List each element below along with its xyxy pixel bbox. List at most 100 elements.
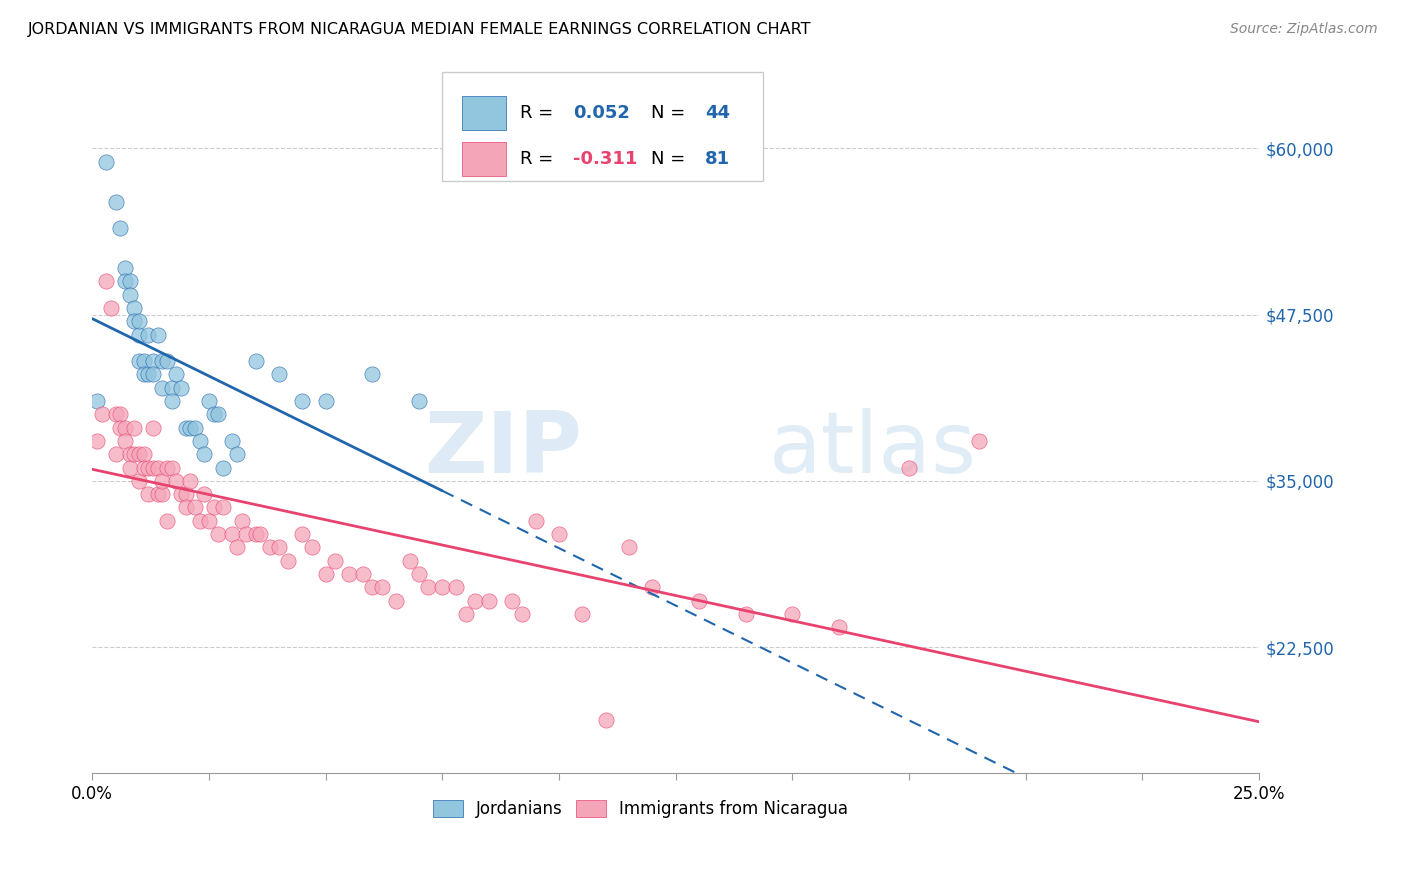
Point <box>315 394 337 409</box>
Point <box>104 407 127 421</box>
Text: Source: ZipAtlas.com: Source: ZipAtlas.com <box>1230 22 1378 37</box>
Point <box>202 407 225 421</box>
Point <box>408 394 430 409</box>
Text: ZIP: ZIP <box>425 408 582 491</box>
Point <box>136 460 159 475</box>
Point <box>315 566 337 581</box>
Point <box>524 514 547 528</box>
Point <box>207 407 229 421</box>
Point <box>128 314 150 328</box>
Point <box>207 527 229 541</box>
Point <box>156 354 179 368</box>
Point <box>259 541 281 555</box>
Point <box>170 487 193 501</box>
Text: R =: R = <box>520 104 560 122</box>
Point <box>212 500 235 515</box>
Text: 81: 81 <box>704 151 730 169</box>
Point <box>501 593 523 607</box>
Point <box>418 580 440 594</box>
Point <box>323 554 346 568</box>
Point <box>184 420 207 434</box>
Text: N =: N = <box>651 104 692 122</box>
Text: JORDANIAN VS IMMIGRANTS FROM NICARAGUA MEDIAN FEMALE EARNINGS CORRELATION CHART: JORDANIAN VS IMMIGRANTS FROM NICARAGUA M… <box>28 22 811 37</box>
Point <box>150 381 173 395</box>
Point <box>156 514 179 528</box>
Point <box>165 474 187 488</box>
Point <box>231 514 253 528</box>
Point <box>188 434 211 448</box>
Point <box>150 354 173 368</box>
Point <box>122 447 145 461</box>
Point <box>160 460 183 475</box>
Point <box>352 566 374 581</box>
Point <box>221 527 243 541</box>
Point <box>170 381 193 395</box>
Point <box>174 420 197 434</box>
Point <box>571 607 593 621</box>
Point <box>225 447 247 461</box>
Point <box>361 368 384 382</box>
Point <box>114 434 136 448</box>
Point <box>128 474 150 488</box>
Point <box>454 607 477 621</box>
Point <box>128 327 150 342</box>
Point <box>198 514 221 528</box>
Point <box>782 607 804 621</box>
Point <box>301 541 323 555</box>
Point <box>617 541 640 555</box>
Point <box>198 394 221 409</box>
Point <box>114 420 136 434</box>
Point <box>132 447 155 461</box>
Point <box>146 327 169 342</box>
Point <box>122 301 145 315</box>
Point <box>108 420 131 434</box>
Point <box>146 487 169 501</box>
Point <box>370 580 392 594</box>
Point <box>688 593 710 607</box>
Text: atlas: atlas <box>769 408 977 491</box>
Point <box>384 593 406 607</box>
Point <box>128 447 150 461</box>
Point <box>548 527 571 541</box>
Text: N =: N = <box>651 151 692 169</box>
Point <box>337 566 360 581</box>
Point <box>174 500 197 515</box>
Point <box>235 527 257 541</box>
Point <box>104 447 127 461</box>
Point <box>156 460 179 475</box>
Point <box>245 354 267 368</box>
Point <box>165 368 187 382</box>
Point <box>221 434 243 448</box>
Point <box>132 354 155 368</box>
Point <box>150 474 173 488</box>
Point <box>114 260 136 275</box>
Point <box>179 474 201 488</box>
Point <box>160 381 183 395</box>
Point <box>212 460 235 475</box>
Point <box>142 368 165 382</box>
Point <box>142 460 165 475</box>
Point <box>267 368 290 382</box>
Point <box>408 566 430 581</box>
Point <box>202 500 225 515</box>
Point <box>464 593 486 607</box>
Point <box>96 154 118 169</box>
Point <box>478 593 501 607</box>
Point <box>188 514 211 528</box>
Point <box>510 607 533 621</box>
Point <box>267 541 290 555</box>
Point <box>118 274 141 288</box>
Point <box>114 274 136 288</box>
Point <box>225 541 247 555</box>
Point <box>136 487 159 501</box>
Point <box>291 394 314 409</box>
Point <box>174 487 197 501</box>
Text: 44: 44 <box>704 104 730 122</box>
Point <box>967 434 990 448</box>
Point <box>136 327 159 342</box>
Point <box>132 460 155 475</box>
Point <box>193 447 215 461</box>
Point <box>122 314 145 328</box>
Text: 0.052: 0.052 <box>572 104 630 122</box>
Point <box>291 527 314 541</box>
